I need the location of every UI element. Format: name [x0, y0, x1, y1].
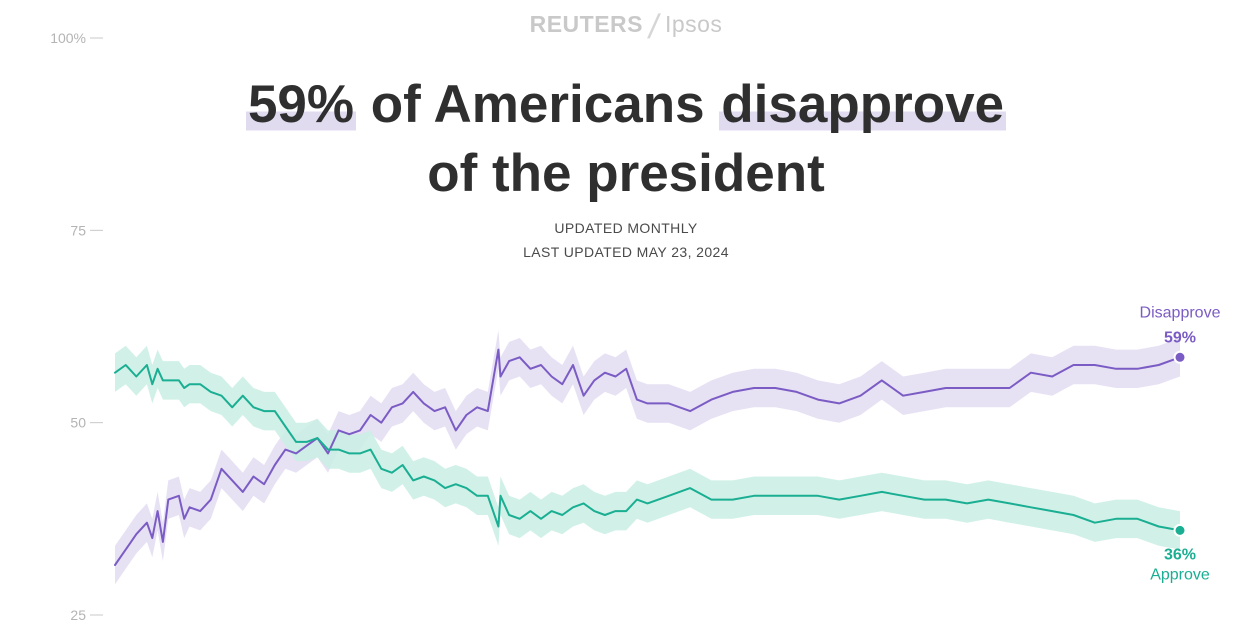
approve-end-point	[1173, 523, 1187, 537]
disapprove-confidence-band	[115, 330, 1180, 585]
approve-series-label: Approve	[1150, 566, 1210, 583]
title-line2: of the president	[427, 144, 825, 203]
title-mid-text: of Americans	[356, 75, 720, 134]
disapprove-end-value: 59%	[1164, 329, 1196, 346]
last-updated: LAST UPDATED MAY 23, 2024	[523, 244, 729, 260]
reuters-logo: REUTERS	[529, 11, 643, 37]
ipsos-logo: Ipsos	[664, 11, 723, 37]
y-tick-label: 100%	[50, 30, 86, 46]
disapprove-series-label: Disapprove	[1140, 304, 1221, 321]
y-tick-label: 50	[70, 415, 86, 431]
y-tick-label: 75	[70, 222, 86, 238]
brand-logo: REUTERS/Ipsos	[0, 8, 1252, 47]
brand-separator: /	[645, 8, 663, 46]
series-lines	[114, 348, 1181, 566]
title-highlight-disapprove: disapprove	[719, 75, 1007, 134]
series-endpoints: Disapprove 59% 36% Approve	[1140, 304, 1221, 583]
approve-end-value: 36%	[1164, 546, 1196, 563]
title-highlight-percent: 59%	[245, 75, 357, 134]
disapprove-line	[114, 348, 1181, 566]
page-title: 59% of Americans disapprove of the presi…	[0, 70, 1252, 208]
y-tick-label: 25	[70, 607, 86, 623]
confidence-bands	[115, 330, 1180, 585]
y-axis: 100% 75 50 25	[50, 30, 103, 623]
approve-line	[114, 364, 1181, 532]
disapprove-end-point	[1173, 350, 1187, 364]
update-frequency: UPDATED MONTHLY	[554, 220, 698, 236]
